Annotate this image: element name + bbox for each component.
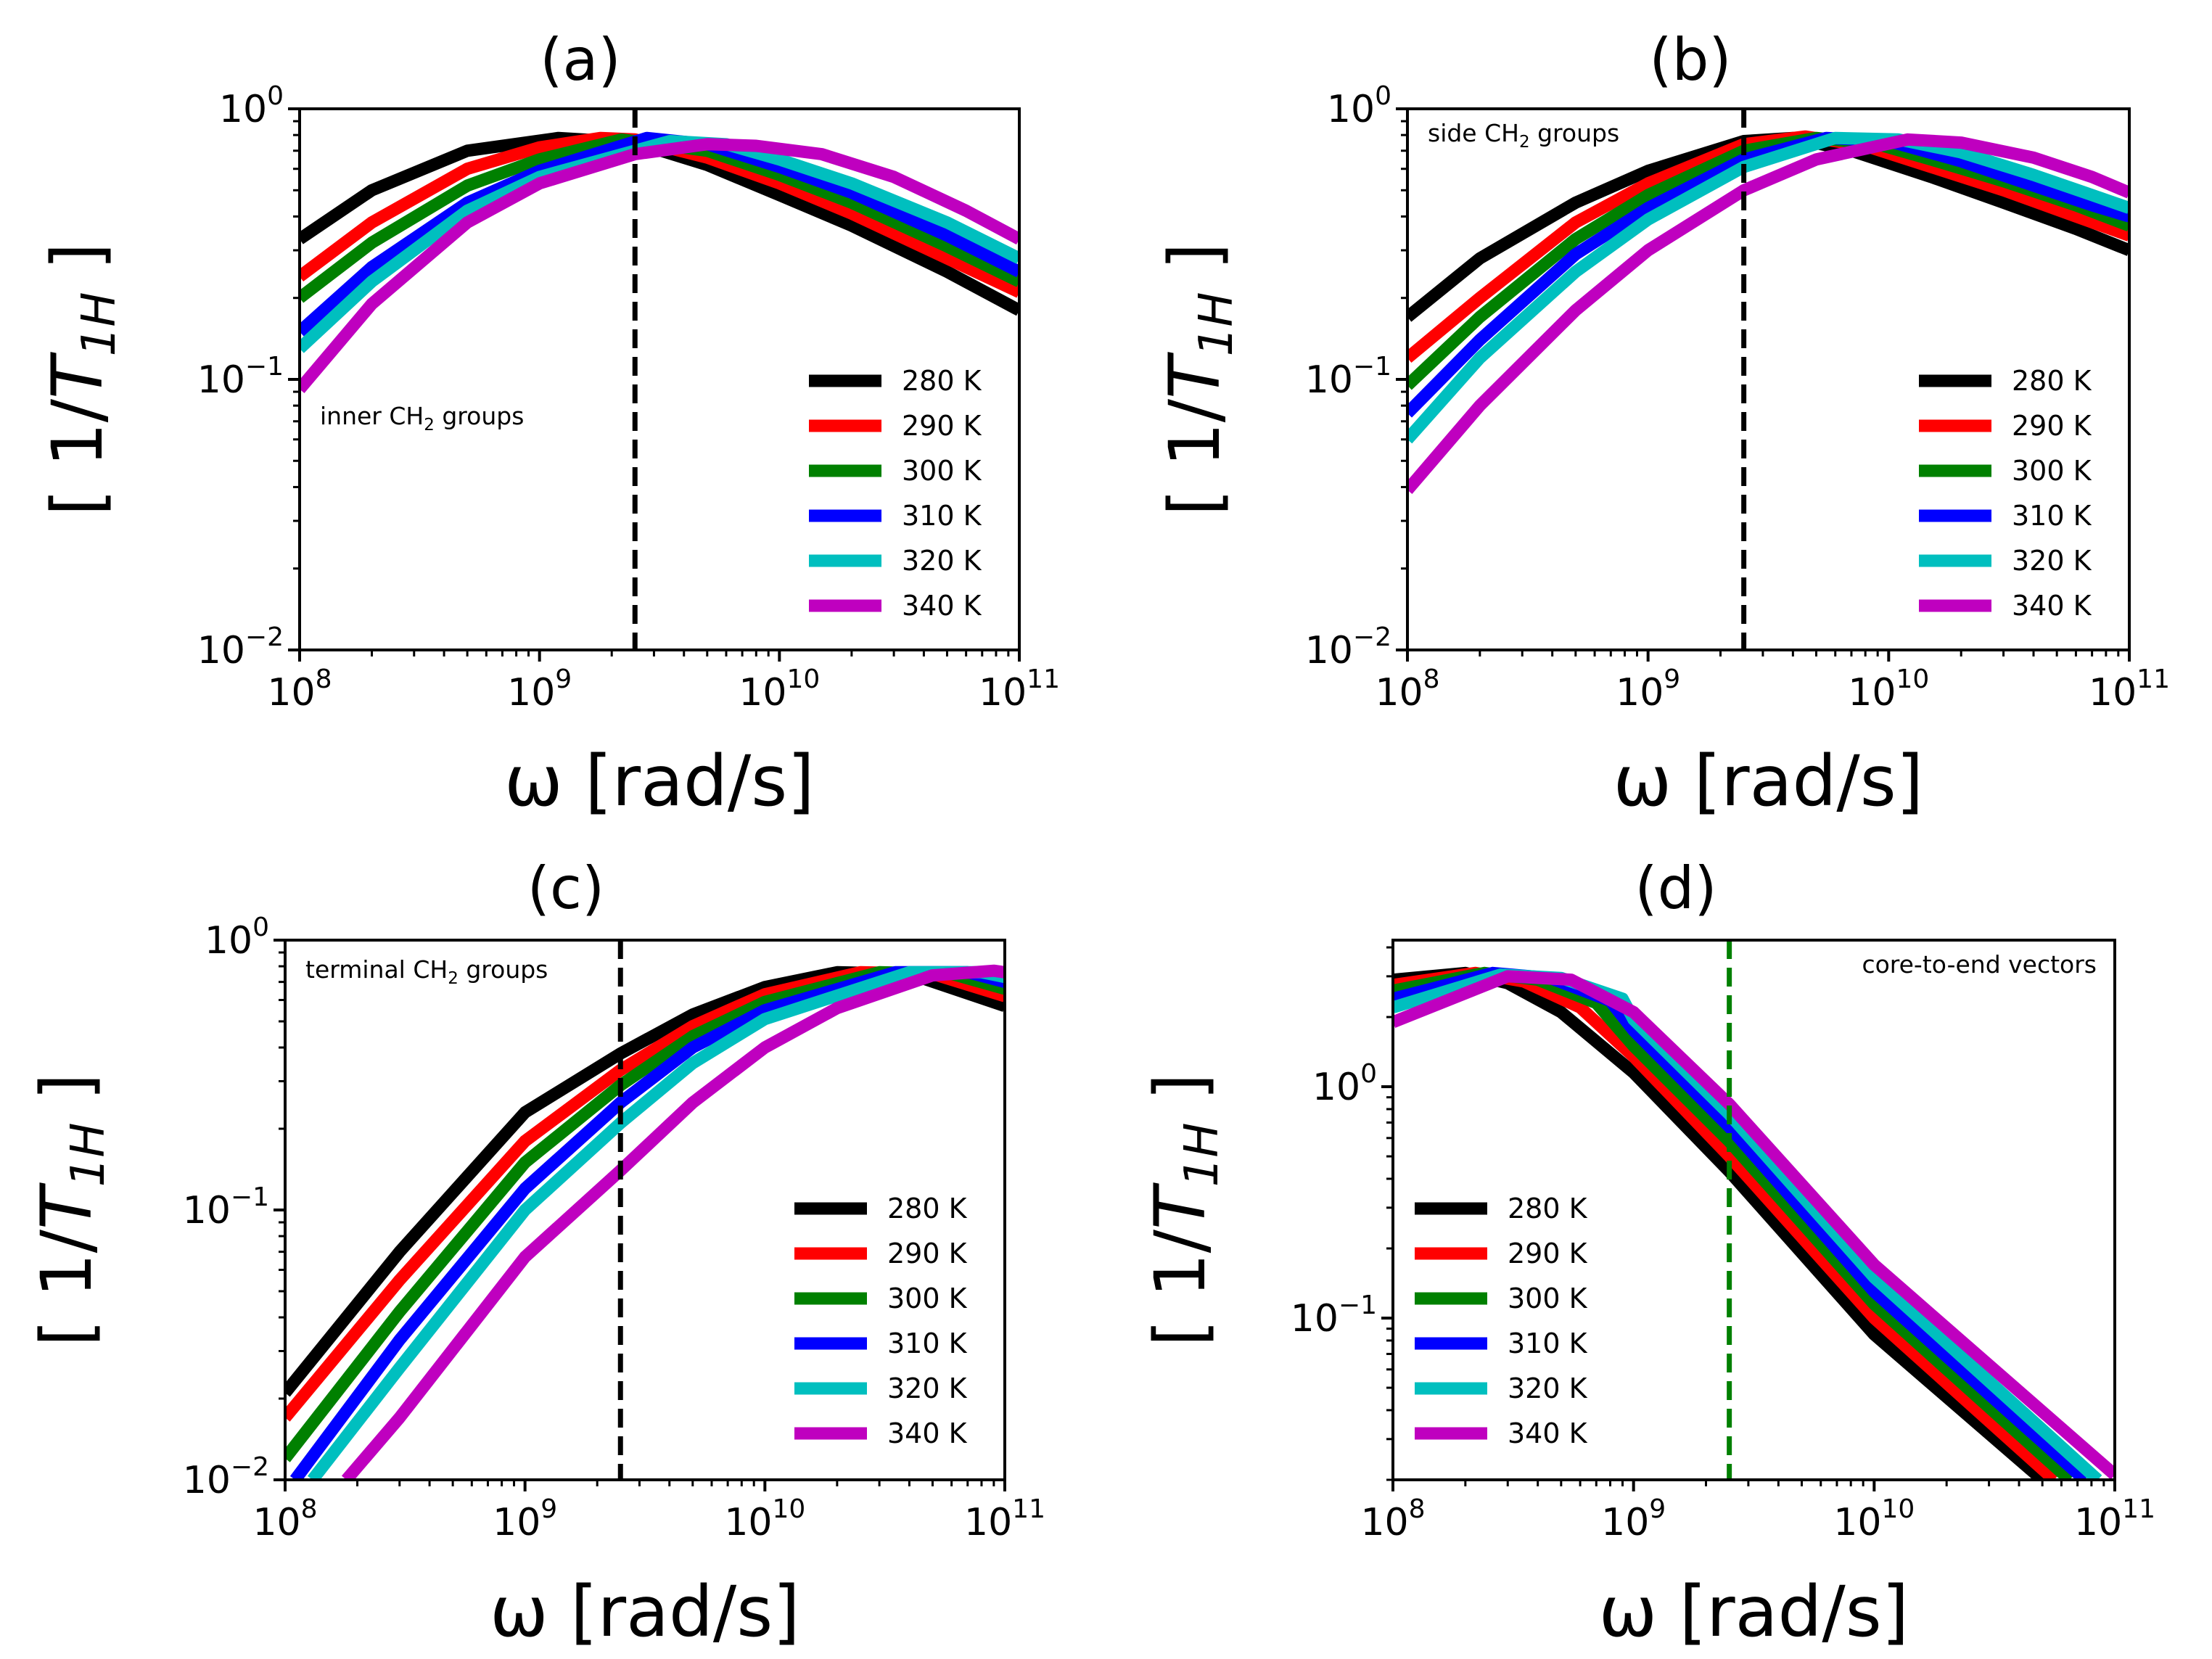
legend-label: 280 K xyxy=(902,365,982,397)
legend-label: 280 K xyxy=(2012,365,2092,397)
x-tick-label: 108 xyxy=(267,664,332,715)
y-tick-label: 10−1 xyxy=(1305,352,1391,402)
series-line-280k xyxy=(1393,966,2047,1480)
x-tick-label: 1010 xyxy=(1848,664,1929,715)
legend-label: 310 K xyxy=(887,1327,968,1359)
legend-label: 300 K xyxy=(887,1283,968,1314)
panel-a: 108 109 1010 1011 10−2 10−1 100 (a) ω [rad/s] [ 1… xyxy=(37,26,1060,822)
series-group xyxy=(1407,130,2129,495)
y-tick-label: 100 xyxy=(205,913,269,963)
x-axis-label: ω [rad/s] xyxy=(504,741,814,822)
x-tick-label: 1011 xyxy=(2074,1494,2155,1544)
legend-label: 320 K xyxy=(2012,545,2092,577)
x-tick-label: 109 xyxy=(493,1494,557,1544)
panel-title: (a) xyxy=(540,26,620,94)
y-axis-label: [ 1/T1H ] xyxy=(1154,243,1243,516)
legend-label: 340 K xyxy=(2012,590,2092,622)
panel-b: 108 109 1010 1011 10−2 10−1 100 (b) ω [rad/s] [ 1… xyxy=(1154,26,2170,822)
x-tick-label: 108 xyxy=(1375,664,1439,715)
legend-label: 310 K xyxy=(902,500,982,532)
y-tick-label: 10−2 xyxy=(197,622,284,672)
legend-label: 340 K xyxy=(902,590,982,622)
x-tick-label: 1010 xyxy=(739,664,820,715)
y-axis-label: [ 1/T1H ] xyxy=(37,243,126,516)
x-tick-label: 109 xyxy=(507,664,572,715)
x-tick-label: 1011 xyxy=(979,664,1060,715)
panel-title: (c) xyxy=(527,855,604,922)
legend-label: 320 K xyxy=(1508,1372,1588,1404)
legend-label: 290 K xyxy=(887,1238,968,1269)
series-group xyxy=(1393,966,2115,1480)
x-tick-label: 108 xyxy=(252,1494,317,1544)
x-axis-label: ω [rad/s] xyxy=(1613,741,1923,822)
legend-label: 340 K xyxy=(887,1417,968,1449)
y-axis-label: [ 1/T1H ] xyxy=(1140,1074,1229,1347)
panel-annotation: terminal CH2 groups xyxy=(305,955,548,988)
x-tick-label: 1011 xyxy=(964,1494,1045,1544)
panel-d: 108 109 1010 1011 10−1 100 (d) ω [rad/s] [ 1/T1H… xyxy=(1140,855,2155,1652)
x-tick-label: 109 xyxy=(1601,1494,1666,1544)
legend: 280 K 290 K 300 K 310 K 320 K 340 K xyxy=(809,365,982,622)
series-line-340k xyxy=(341,964,1005,1480)
x-axis-label: ω [rad/s] xyxy=(1599,1571,1909,1652)
legend-label: 280 K xyxy=(887,1193,968,1224)
x-tick-label: 109 xyxy=(1616,664,1680,715)
y-tick-label: 100 xyxy=(219,81,284,131)
y-axis-label: [ 1/T1H ] xyxy=(26,1074,115,1347)
panel-c: 108 109 1010 1011 10−2 10−1 100 (c) ω [rad/s] [ 1… xyxy=(26,855,1045,1652)
series-line-340k xyxy=(1393,970,2115,1480)
series-group xyxy=(285,964,1005,1480)
x-tick-label: 1010 xyxy=(724,1494,805,1544)
panel-annotation: side CH2 groups xyxy=(1428,119,1619,152)
legend-label: 320 K xyxy=(887,1372,968,1404)
legend: 280 K 290 K 300 K 310 K 320 K 340 K xyxy=(794,1193,968,1449)
legend-label: 280 K xyxy=(1508,1193,1588,1224)
legend: 280 K 290 K 300 K 310 K 320 K 340 K xyxy=(1415,1193,1588,1449)
plot-frame xyxy=(1391,939,2116,1481)
legend-label: 290 K xyxy=(902,410,982,442)
series-line-320k xyxy=(1407,131,2129,444)
legend-label: 300 K xyxy=(2012,455,2092,487)
legend-label: 310 K xyxy=(2012,500,2092,532)
x-tick-label: 1011 xyxy=(2089,664,2170,715)
x-tick-label: 108 xyxy=(1360,1494,1425,1544)
legend-label: 310 K xyxy=(1508,1327,1588,1359)
series-line-340k xyxy=(300,138,1019,393)
y-tick-label: 10−2 xyxy=(1305,622,1391,672)
y-tick-label: 100 xyxy=(1312,1059,1377,1109)
panel-title: (b) xyxy=(1649,26,1731,94)
legend-label: 340 K xyxy=(1508,1417,1588,1449)
panel-annotation: core-to-end vectors xyxy=(1862,950,2097,979)
legend-label: 290 K xyxy=(2012,410,2092,442)
series-group xyxy=(300,131,1019,393)
legend-label: 290 K xyxy=(1508,1238,1588,1269)
y-tick-label: 10−1 xyxy=(197,352,284,402)
x-tick-label: 1010 xyxy=(1833,1494,1915,1544)
legend-label: 300 K xyxy=(1508,1283,1588,1314)
legend-label: 300 K xyxy=(902,455,982,487)
series-line-340k xyxy=(1407,133,2129,495)
panel-annotation: inner CH2 groups xyxy=(320,402,524,435)
panel-title: (d) xyxy=(1635,855,1716,922)
x-axis-label: ω [rad/s] xyxy=(490,1571,799,1652)
y-tick-label: 10−2 xyxy=(183,1452,269,1502)
y-tick-label: 10−1 xyxy=(1291,1290,1377,1341)
y-tick-label: 100 xyxy=(1327,81,1391,131)
y-tick-label: 10−1 xyxy=(183,1182,269,1232)
legend-label: 320 K xyxy=(902,545,982,577)
legend: 280 K 290 K 300 K 310 K 320 K 340 K xyxy=(1919,365,2092,622)
